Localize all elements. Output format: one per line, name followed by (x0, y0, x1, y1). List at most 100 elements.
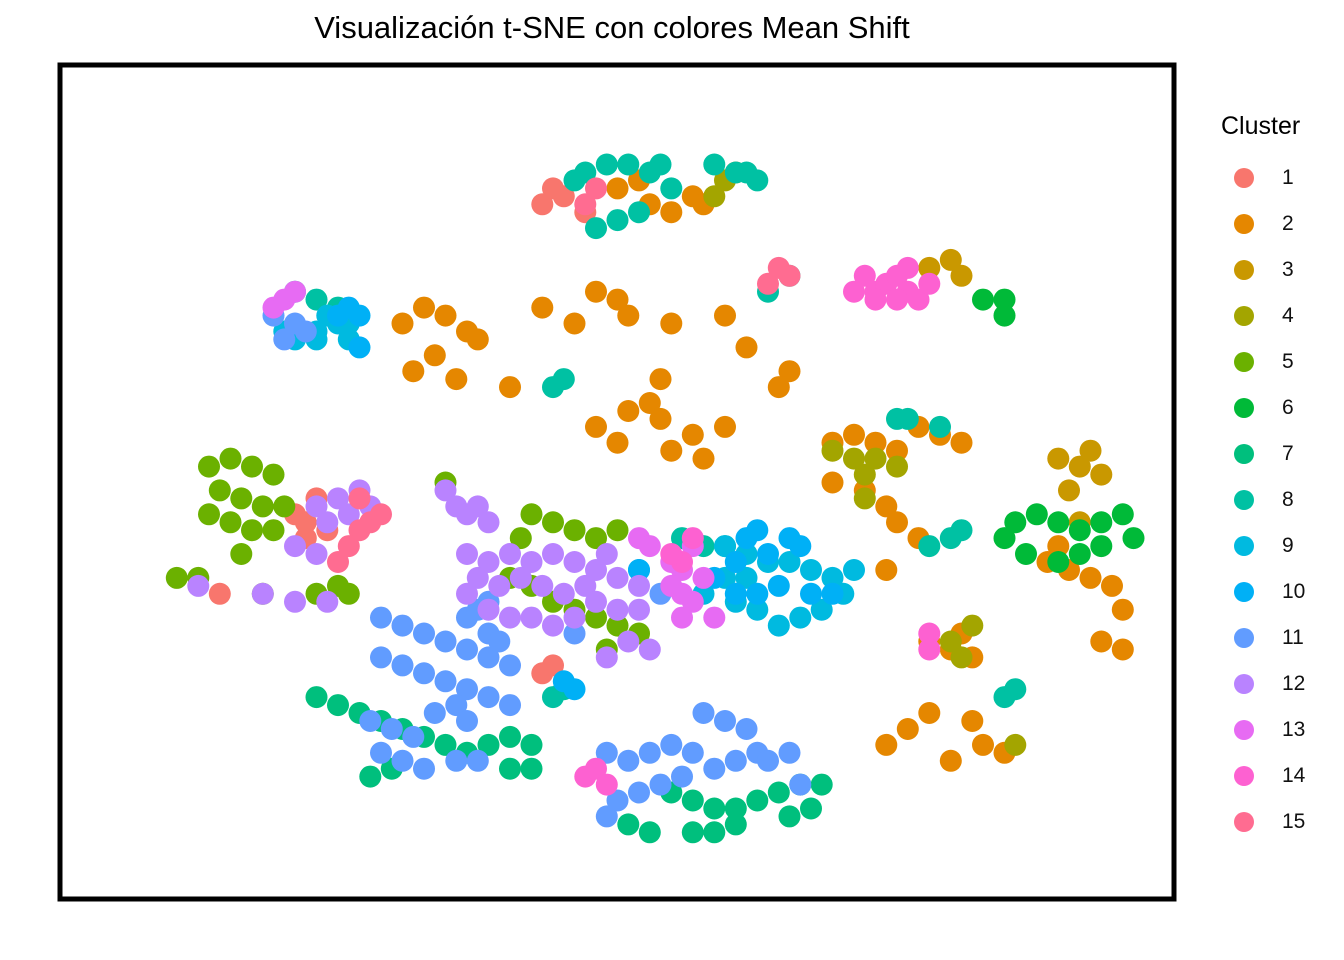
point-cluster-11 (434, 630, 457, 653)
point-cluster-12 (466, 495, 489, 518)
point-cluster-12 (585, 590, 607, 613)
point-cluster-2 (660, 201, 683, 224)
point-cluster-6 (1111, 503, 1134, 526)
point-cluster-7 (681, 789, 704, 812)
legend-item-6: 6 (1234, 385, 1340, 431)
point-cluster-2 (413, 296, 435, 319)
point-cluster-7 (520, 733, 543, 756)
point-cluster-5 (337, 582, 360, 605)
point-cluster-14 (907, 288, 930, 311)
legend-label: 13 (1282, 718, 1306, 741)
point-cluster-5 (230, 487, 253, 510)
point-cluster-12 (617, 630, 640, 653)
point-cluster-11 (649, 773, 672, 796)
point-cluster-7 (746, 789, 769, 812)
legend-label: 14 (1282, 764, 1306, 787)
point-cluster-2 (499, 376, 521, 399)
point-cluster-6 (1068, 519, 1091, 542)
legend-label: 8 (1282, 488, 1294, 511)
point-cluster-2 (531, 296, 554, 319)
point-cluster-7 (703, 821, 726, 844)
point-cluster-8 (918, 535, 941, 558)
point-cluster-11 (724, 749, 747, 772)
point-cluster-12 (520, 606, 543, 629)
point-cluster-11 (391, 749, 414, 772)
legend-label: 3 (1282, 258, 1294, 281)
point-cluster-15 (585, 177, 607, 200)
point-cluster-11 (638, 741, 661, 764)
point-cluster-9 (767, 614, 790, 637)
point-cluster-7 (767, 781, 790, 804)
point-cluster-7 (810, 773, 833, 796)
point-cluster-12 (499, 606, 521, 629)
point-cluster-4 (853, 463, 876, 486)
point-cluster-11 (477, 686, 500, 709)
point-cluster-11 (466, 749, 489, 772)
point-cluster-10 (724, 582, 747, 605)
point-cluster-12 (628, 598, 650, 621)
point-cluster-8 (649, 153, 672, 176)
legend-item-15: 15 (1234, 799, 1340, 845)
point-cluster-10 (628, 559, 650, 581)
point-cluster-13 (660, 574, 683, 597)
point-cluster-7 (499, 725, 521, 748)
points-layer (165, 153, 1145, 844)
point-cluster-3 (1079, 439, 1102, 462)
point-cluster-4 (961, 614, 984, 637)
point-cluster-7 (800, 797, 822, 820)
point-cluster-6 (1090, 511, 1113, 534)
point-cluster-2 (714, 304, 736, 327)
legend-item-8: 8 (1234, 477, 1340, 523)
point-cluster-2 (735, 336, 758, 359)
legend-key-icon (1234, 168, 1254, 188)
point-cluster-8 (628, 201, 650, 224)
point-cluster-12 (638, 638, 661, 661)
legend-item-4: 4 (1234, 293, 1340, 339)
point-cluster-7 (778, 805, 801, 828)
point-cluster-2 (402, 360, 425, 383)
point-cluster-10 (757, 543, 779, 565)
legend-key-icon (1234, 628, 1254, 648)
legend-key-icon (1234, 444, 1254, 464)
point-cluster-11 (735, 718, 758, 740)
point-cluster-2 (617, 304, 640, 327)
point-cluster-11 (456, 678, 478, 701)
point-cluster-12 (574, 574, 597, 597)
point-cluster-12 (187, 574, 210, 597)
legend-label: 6 (1282, 396, 1294, 419)
point-cluster-8 (660, 177, 683, 200)
point-cluster-2 (972, 733, 994, 756)
point-cluster-6 (993, 304, 1016, 327)
point-cluster-2 (434, 304, 457, 327)
point-cluster-15 (574, 193, 597, 216)
point-cluster-10 (348, 304, 371, 327)
legend-key-icon (1234, 812, 1254, 832)
point-cluster-5 (585, 527, 607, 550)
point-cluster-2 (714, 415, 736, 438)
point-cluster-5 (262, 519, 285, 542)
point-cluster-2 (1090, 630, 1113, 653)
point-cluster-8 (305, 288, 328, 311)
point-cluster-2 (660, 439, 683, 462)
point-cluster-3 (1090, 463, 1113, 486)
legend-label: 9 (1282, 534, 1294, 557)
point-cluster-11 (413, 622, 435, 645)
point-cluster-2 (649, 368, 672, 391)
legend-item-1: 1 (1234, 155, 1340, 201)
point-cluster-10 (746, 582, 769, 605)
point-cluster-1 (542, 654, 564, 677)
point-cluster-11 (789, 773, 812, 796)
point-cluster-14 (886, 288, 908, 311)
point-cluster-8 (585, 217, 607, 240)
point-cluster-7 (724, 797, 747, 820)
point-cluster-8 (896, 407, 919, 430)
legend-item-10: 10 (1234, 569, 1340, 615)
point-cluster-5 (230, 543, 253, 565)
point-cluster-2 (843, 423, 865, 446)
point-cluster-11 (703, 757, 726, 780)
point-cluster-2 (864, 431, 887, 454)
point-cluster-6 (1047, 551, 1070, 573)
point-cluster-2 (606, 431, 629, 454)
point-cluster-2 (950, 431, 973, 454)
point-cluster-2 (1111, 598, 1134, 621)
